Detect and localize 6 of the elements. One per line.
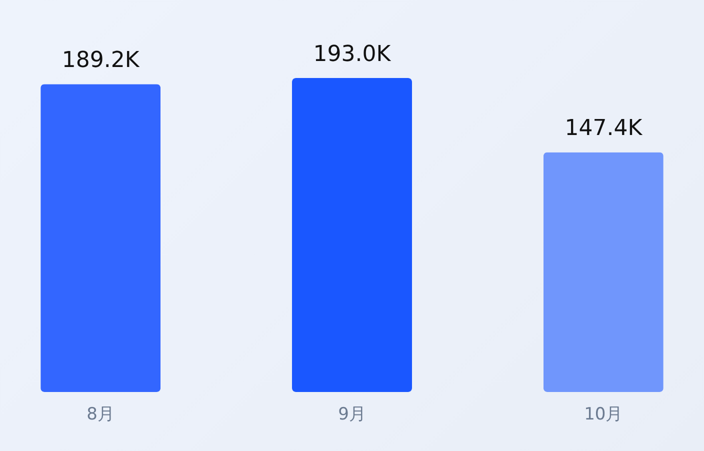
data-label: 147.4K bbox=[564, 116, 643, 142]
data-label: 193.0K bbox=[313, 42, 392, 67]
x-tick-label: 9月 bbox=[338, 404, 366, 424]
data-label: 189.2K bbox=[62, 48, 140, 74]
x-tick-label: 10月 bbox=[584, 404, 623, 424]
x-tick-label: 8月 bbox=[86, 404, 114, 424]
